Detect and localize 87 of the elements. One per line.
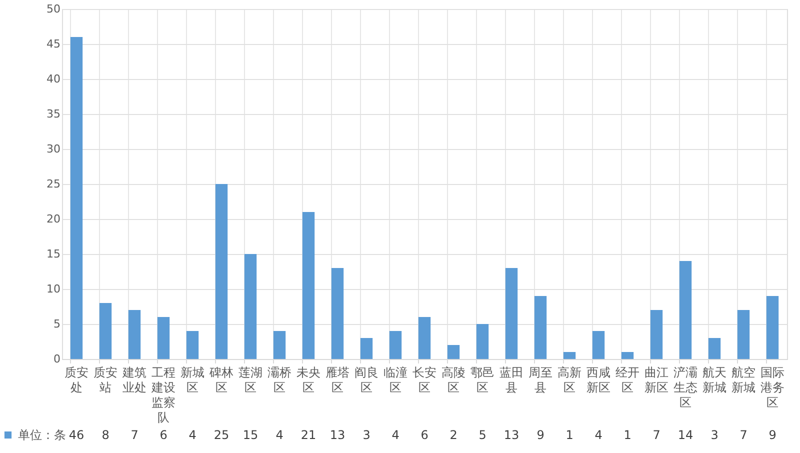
y-tick-label: 10: [46, 282, 60, 296]
data-label: 25: [214, 428, 230, 442]
data-label: 4: [276, 428, 284, 442]
legend-label: 单位：条: [18, 428, 66, 442]
data-label: 13: [330, 428, 346, 442]
bar: [679, 261, 692, 359]
data-label: 46: [68, 428, 84, 442]
data-label: 8: [102, 428, 110, 442]
x-tick-label: 航空新城: [732, 366, 756, 394]
x-tick-label: 西咸新区: [586, 366, 610, 394]
x-tick-label: 建筑业处: [122, 366, 146, 394]
x-tick-label: 高新区: [558, 366, 582, 394]
bar: [621, 352, 634, 359]
bar: [708, 338, 721, 359]
bar: [447, 345, 460, 359]
bar: [505, 268, 518, 359]
x-tick-label: 国际港务区: [760, 366, 784, 410]
data-label: 6: [160, 428, 168, 442]
bar: [331, 268, 344, 359]
data-label: 7: [652, 428, 660, 442]
bar: [99, 303, 112, 359]
data-label: 13: [504, 428, 520, 442]
data-label: 9: [768, 428, 776, 442]
bar: [737, 310, 750, 359]
bar: [157, 317, 170, 359]
data-label: 4: [188, 428, 196, 442]
x-tick-label: 航天新城: [702, 366, 726, 394]
x-tick-label: 浐灞生态区: [674, 366, 698, 410]
x-tick-label: 曲江新区: [644, 366, 668, 394]
data-label: 21: [300, 428, 316, 442]
data-label: 7: [740, 428, 748, 442]
bar: [70, 37, 83, 359]
y-tick-label: 40: [46, 72, 60, 86]
x-tick-label: 质安处: [64, 366, 88, 394]
x-tick-label: 高陵区: [442, 366, 466, 394]
data-label: 14: [678, 428, 694, 442]
data-label: 15: [242, 428, 258, 442]
x-tick-label: 周至县: [528, 366, 552, 394]
y-tick-label: 15: [46, 248, 60, 260]
bar: [418, 317, 431, 359]
y-tick-label: 30: [46, 142, 60, 156]
y-tick-label: 35: [46, 108, 60, 120]
x-tick-label: 经开区: [616, 366, 640, 394]
y-tick-label: 50: [46, 2, 60, 16]
data-label: 3: [710, 428, 718, 442]
x-tick-label: 临潼区: [384, 366, 408, 394]
data-label: 3: [362, 428, 370, 442]
y-tick-label: 20: [46, 212, 60, 226]
x-tick-label: 质安站: [94, 366, 118, 394]
x-tick-label: 长安区: [412, 366, 436, 394]
bar: [186, 331, 199, 359]
y-tick-label: 25: [46, 178, 60, 190]
data-label: 2: [450, 428, 458, 442]
bar: [389, 331, 402, 359]
data-label: 5: [478, 428, 486, 442]
x-tick-label: 灞桥区: [268, 366, 292, 394]
bar: [128, 310, 141, 359]
data-label: 6: [420, 428, 428, 442]
x-tick-label: 新城区: [180, 366, 204, 394]
bar: [592, 331, 605, 359]
x-tick-label: 工程建设监察队: [150, 366, 176, 424]
data-label: 7: [130, 428, 138, 442]
data-label: 9: [536, 428, 544, 442]
bar: [215, 184, 228, 359]
bar: [563, 352, 576, 359]
bar: [534, 296, 547, 359]
x-tick-label: 雁塔区: [326, 366, 350, 394]
data-label: 1: [566, 428, 574, 442]
data-label: 4: [392, 428, 400, 442]
bar: [273, 331, 286, 359]
x-tick-label: 蓝田县: [500, 366, 524, 394]
y-tick-label: 5: [54, 318, 60, 330]
data-label: 4: [594, 428, 602, 442]
bar: [766, 296, 779, 359]
x-tick-label: 碑林区: [208, 366, 234, 394]
x-tick-label: 未央区: [296, 366, 320, 394]
bar: [360, 338, 373, 359]
x-tick-label: 莲湖区: [238, 366, 262, 394]
data-label: 1: [624, 428, 632, 442]
bar: [476, 324, 489, 359]
x-tick-label: 阎良区: [354, 366, 378, 394]
y-tick-label: 0: [54, 352, 60, 366]
bar: [244, 254, 257, 359]
bar: [302, 212, 315, 359]
bar: [650, 310, 663, 359]
y-tick-label: 45: [46, 38, 60, 50]
x-tick-label: 鄠邑区: [470, 366, 494, 394]
